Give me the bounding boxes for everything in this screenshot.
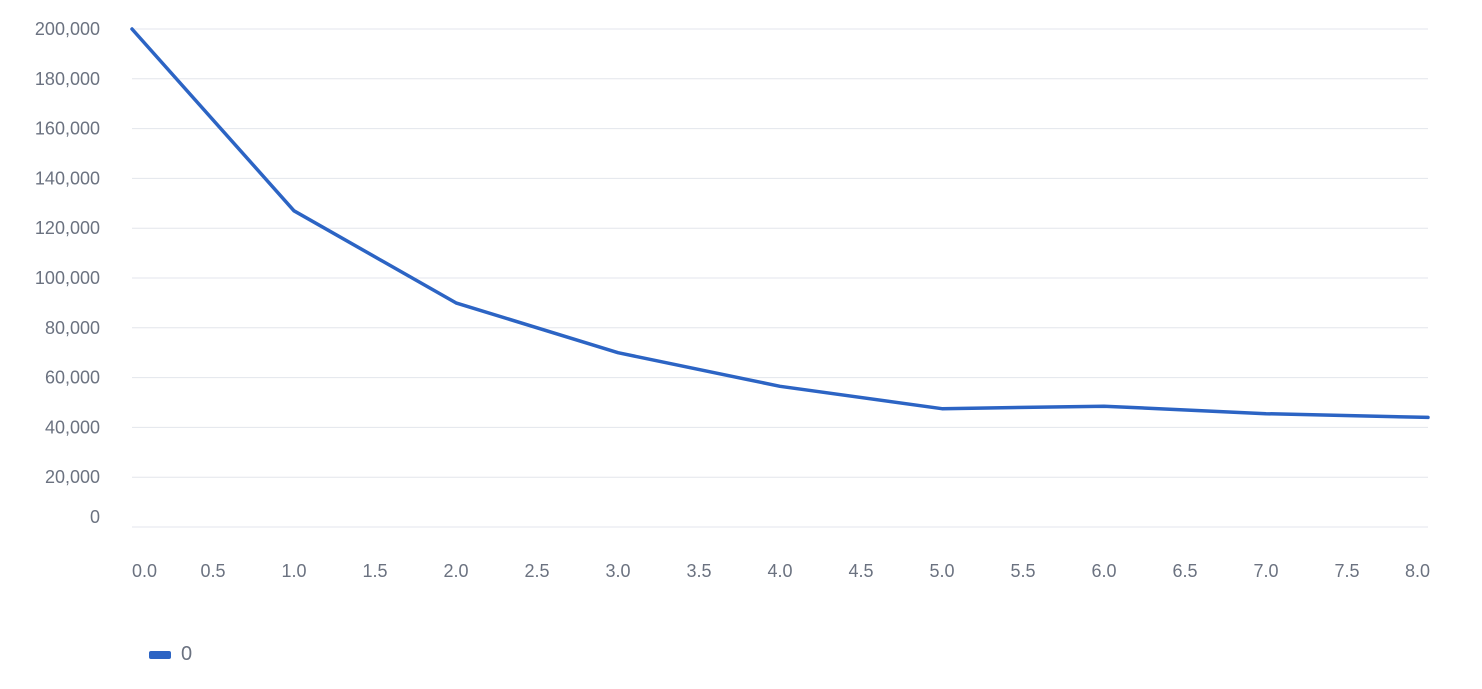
x-tick-label: 0.5 <box>200 561 225 581</box>
x-tick-label: 8.0 <box>1405 561 1430 581</box>
series-line <box>130 27 1430 420</box>
y-tick-label: 180,000 <box>35 69 100 89</box>
legend-swatch <box>149 650 171 659</box>
grid-lines <box>132 28 1428 528</box>
y-tick-label: 200,000 <box>35 19 100 39</box>
legend-label: 0 <box>181 643 193 665</box>
x-tick-label: 1.0 <box>281 561 306 581</box>
y-tick-label: 40,000 <box>45 417 100 437</box>
x-tick-label: 4.5 <box>848 561 873 581</box>
x-tick-label: 5.5 <box>1010 561 1035 581</box>
x-tick-label: 7.5 <box>1334 561 1359 581</box>
x-tick-label: 6.0 <box>1091 561 1116 581</box>
x-tick-label: 5.0 <box>929 561 954 581</box>
x-tick-label: 2.0 <box>443 561 468 581</box>
x-axis: 0.0 0.5 1.0 1.5 2.0 2.5 3.0 3.5 4.0 4.5 5.0 5.5 6.0 6… <box>132 561 1430 581</box>
y-tick-label: 20,000 <box>45 467 100 487</box>
y-tick-label: 160,000 <box>35 119 100 139</box>
y-tick-label: 80,000 <box>45 318 100 338</box>
x-tick-label: 1.5 <box>362 561 387 581</box>
legend: 0 <box>149 643 192 666</box>
y-tick-label: 60,000 <box>45 368 100 388</box>
y-axis: 0 20,000 40,000 60,000 80,000 100,000 120,000 1… <box>35 19 100 527</box>
x-tick-label: 3.0 <box>605 561 630 581</box>
x-tick-label: 3.5 <box>686 561 711 581</box>
y-tick-label: 120,000 <box>35 218 100 238</box>
x-tick-label: 4.0 <box>767 561 792 581</box>
y-tick-label: 0 <box>90 507 100 527</box>
y-tick-label: 100,000 <box>35 268 100 288</box>
series-layer <box>130 27 1430 420</box>
x-tick-label: 0.0 <box>132 561 157 581</box>
y-tick-label: 140,000 <box>35 168 100 188</box>
x-tick-label: 7.0 <box>1253 561 1278 581</box>
x-tick-label: 2.5 <box>524 561 549 581</box>
x-tick-label: 6.5 <box>1172 561 1197 581</box>
